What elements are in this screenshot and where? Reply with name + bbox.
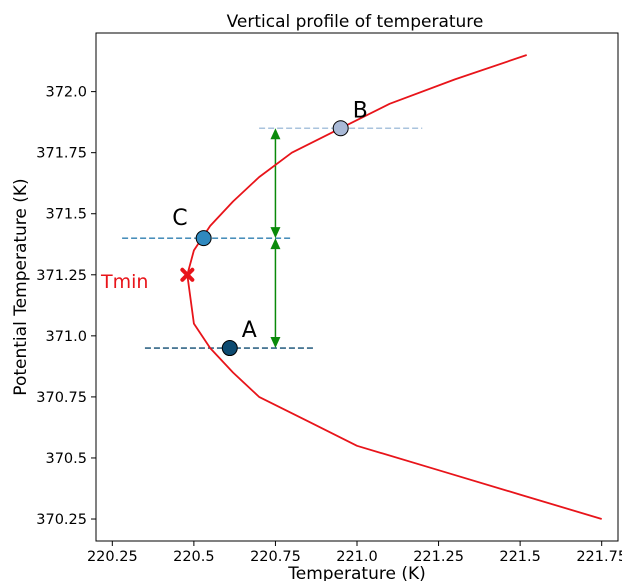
tmin-label: Tmin [100, 271, 148, 293]
x-tick-label: 220.5 [173, 549, 215, 565]
y-tick-label: 370.75 [36, 390, 87, 406]
x-tick-label: 221.5 [499, 549, 541, 565]
point-b [332, 120, 349, 137]
arrow-head-up [270, 128, 281, 140]
y-tick-label: 370.5 [45, 451, 87, 467]
x-tick-label: 221.25 [413, 549, 464, 565]
y-axis: 370.25 370.5 370.75 371.0 371.25 371.5 371.75 3… [36, 85, 96, 528]
point-label-b: B [353, 98, 368, 123]
arrow-head-down [270, 337, 281, 349]
arrow-group [270, 128, 281, 349]
series-line [186, 54, 602, 520]
y-tick-label: 371.25 [36, 268, 87, 284]
x-tick-label: 221.0 [336, 549, 378, 565]
x-axis: 220.25 220.5 220.75 221.0 221.25 221.5 221.75 [87, 541, 622, 565]
arrow-head-down [270, 227, 281, 239]
marker-group: Tmin A B C [100, 98, 368, 357]
arrow-head-up [270, 238, 281, 250]
y-tick-label: 372.0 [45, 85, 87, 101]
y-tick-label: 371.5 [45, 207, 87, 223]
x-tick-label: 221.75 [576, 549, 622, 565]
x-axis-label: Temperature (K) [287, 564, 426, 581]
y-axis-label: Potential Temperature (K) [11, 178, 31, 395]
y-tick-label: 371.75 [36, 146, 87, 162]
reference-lines [122, 127, 423, 349]
x-tick-label: 220.25 [87, 549, 138, 565]
y-tick-label: 371.0 [45, 329, 87, 345]
y-tick-label: 370.25 [36, 512, 87, 528]
point-a [221, 340, 238, 357]
series-group [186, 54, 602, 520]
point-c [195, 230, 212, 247]
x-tick-label: 220.75 [250, 549, 301, 565]
tmin-marker [180, 267, 195, 282]
point-label-a: A [242, 318, 257, 343]
chart-title: Vertical profile of temperature [227, 12, 484, 32]
point-label-c: C [172, 206, 187, 231]
